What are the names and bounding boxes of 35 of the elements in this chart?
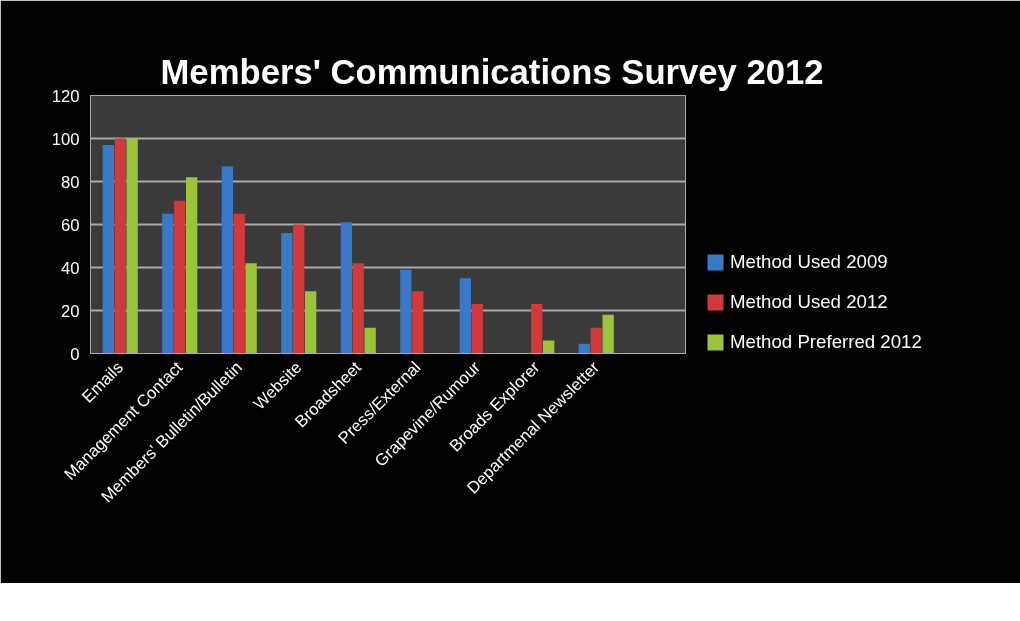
- legend-label: Method Used 2012: [730, 291, 888, 313]
- bar: [400, 269, 412, 354]
- bar: [340, 222, 352, 354]
- bar: [543, 340, 555, 354]
- bar: [293, 224, 305, 354]
- legend-label: Method Used 2009: [730, 251, 888, 273]
- bar: [459, 278, 471, 354]
- bar: [305, 291, 317, 354]
- y-tick-label: 60: [60, 215, 80, 235]
- y-tick-label: 0: [70, 344, 80, 364]
- bar: [114, 138, 126, 354]
- bar: [162, 213, 174, 354]
- y-tick-label: 40: [60, 258, 80, 278]
- chart-title: Members' Communications Survey 2012: [160, 52, 824, 91]
- bar: [102, 144, 114, 354]
- bar: [471, 304, 483, 354]
- bar: [221, 166, 233, 354]
- bar: [364, 327, 376, 354]
- bar: [186, 177, 198, 354]
- bar: [233, 213, 245, 354]
- bar: [281, 233, 293, 354]
- bar: [590, 327, 602, 354]
- bar: [126, 138, 138, 354]
- y-tick-label: 20: [60, 301, 80, 321]
- bar: [352, 263, 364, 354]
- bar: [245, 263, 257, 354]
- bar: [174, 200, 186, 354]
- bar: [602, 314, 614, 354]
- y-tick-label: 80: [60, 172, 80, 192]
- bar: [412, 291, 424, 354]
- legend-label: Method Preferred 2012: [730, 331, 922, 353]
- y-tick-label: 100: [51, 129, 80, 149]
- bar: [578, 343, 590, 354]
- bar: [531, 304, 543, 354]
- y-tick-label: 120: [51, 86, 80, 106]
